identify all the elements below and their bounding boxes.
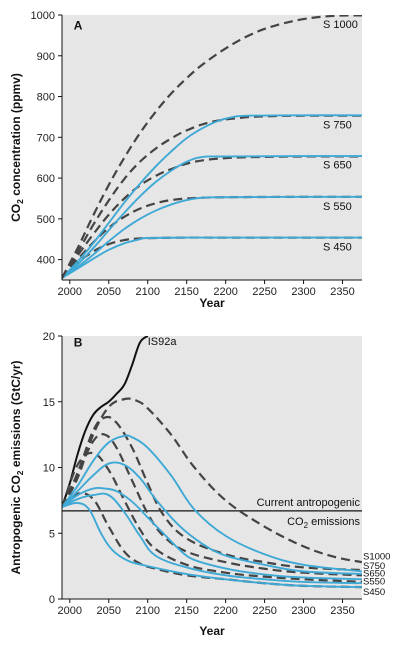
x-tick-label: 2300	[291, 605, 315, 617]
series-label: S650	[363, 569, 385, 580]
series-b-s650-solid	[62, 486, 362, 581]
y-axis-title: Antropogenic CO2 emissions (GtC/yr)	[9, 360, 25, 574]
series-label: S 750	[323, 119, 352, 131]
panel-letter-b: B	[74, 336, 83, 350]
series-b-s550-solid	[62, 492, 362, 585]
series-group-b	[62, 336, 362, 589]
x-tick-label: 2250	[252, 286, 276, 298]
series-a-s450-solid	[62, 236, 362, 279]
series-a-s650-solid	[62, 155, 362, 279]
x-tick-label: 2100	[135, 605, 159, 617]
series-b-s750-solid	[62, 461, 362, 575]
series-a-s750-solid	[62, 114, 362, 279]
series-b-is92a-solid	[62, 336, 149, 508]
y-tick-label: 1000	[31, 10, 55, 22]
x-tick-label: 2350	[330, 605, 354, 617]
x-tick-label: 2050	[97, 605, 121, 617]
y-tick-label: 0	[49, 594, 55, 606]
series-a-s1000-dashed	[62, 15, 362, 279]
x-tick-label: 2250	[252, 605, 276, 617]
x-tick-label: 2000	[58, 286, 82, 298]
x-tick-label: 2200	[213, 286, 237, 298]
y-axis-title: CO2 concentration (ppmv)	[9, 73, 25, 222]
y-tick-label: 500	[37, 214, 55, 226]
series-b-s1000-solid	[62, 434, 362, 573]
series-a-s550-solid	[62, 195, 362, 279]
y-tick-label: 5	[49, 528, 55, 540]
series-label: S550	[363, 577, 385, 588]
x-axis-title: Year	[199, 296, 225, 310]
panel-a: 2000 2050 2100 2150 2200 2250 2300 2350 400 500 60…	[9, 10, 362, 310]
series-label: S 450	[323, 242, 352, 254]
y-tick-label: 600	[37, 173, 55, 185]
series-b-s1000-dashed	[62, 397, 362, 564]
x-tick-label: 2000	[58, 605, 82, 617]
panel-b: 2000 2050 2100 2150 2200 2250 2300 2350 0 5 10 15 20…	[9, 331, 390, 638]
series-label: S 550	[323, 201, 352, 213]
plot-area-b	[62, 336, 362, 599]
plot-area-a	[62, 15, 362, 280]
x-axis-title: Year	[199, 624, 225, 638]
co2-emissions-label: CO2 emissions	[287, 516, 360, 530]
series-b-s750-dashed	[62, 415, 362, 572]
x-tick-label: 2200	[213, 605, 237, 617]
y-tick-label: 400	[37, 255, 55, 267]
x-tick-label: 2050	[97, 286, 121, 298]
panel-letter-a: A	[74, 18, 83, 32]
y-tick-label: 900	[37, 51, 55, 63]
x-tick-label: 2100	[135, 286, 159, 298]
x-tick-label: 2300	[291, 286, 315, 298]
series-b-s650-dashed	[62, 433, 362, 577]
series-group-a	[62, 15, 362, 279]
series-b-s450-solid	[62, 502, 362, 589]
y-tick-label: 700	[37, 132, 55, 144]
y-tick-label: 15	[43, 397, 55, 409]
x-tick-label: 2350	[330, 286, 354, 298]
x-tick-label: 2150	[174, 286, 198, 298]
series-b-s550-dashed	[62, 451, 362, 583]
y-tick-label: 10	[43, 463, 55, 475]
series-label: S750	[363, 561, 385, 572]
series-label: IS92a	[148, 336, 178, 348]
series-label: S 1000	[323, 19, 358, 31]
y-tick-label: 800	[37, 92, 55, 104]
current-emissions-label: Current antropogenic	[257, 497, 361, 509]
series-label: S450	[363, 587, 385, 598]
series-label: S1000	[363, 552, 390, 563]
series-label: S 650	[323, 160, 352, 172]
x-tick-label: 2150	[174, 605, 198, 617]
y-tick-label: 20	[43, 331, 55, 343]
